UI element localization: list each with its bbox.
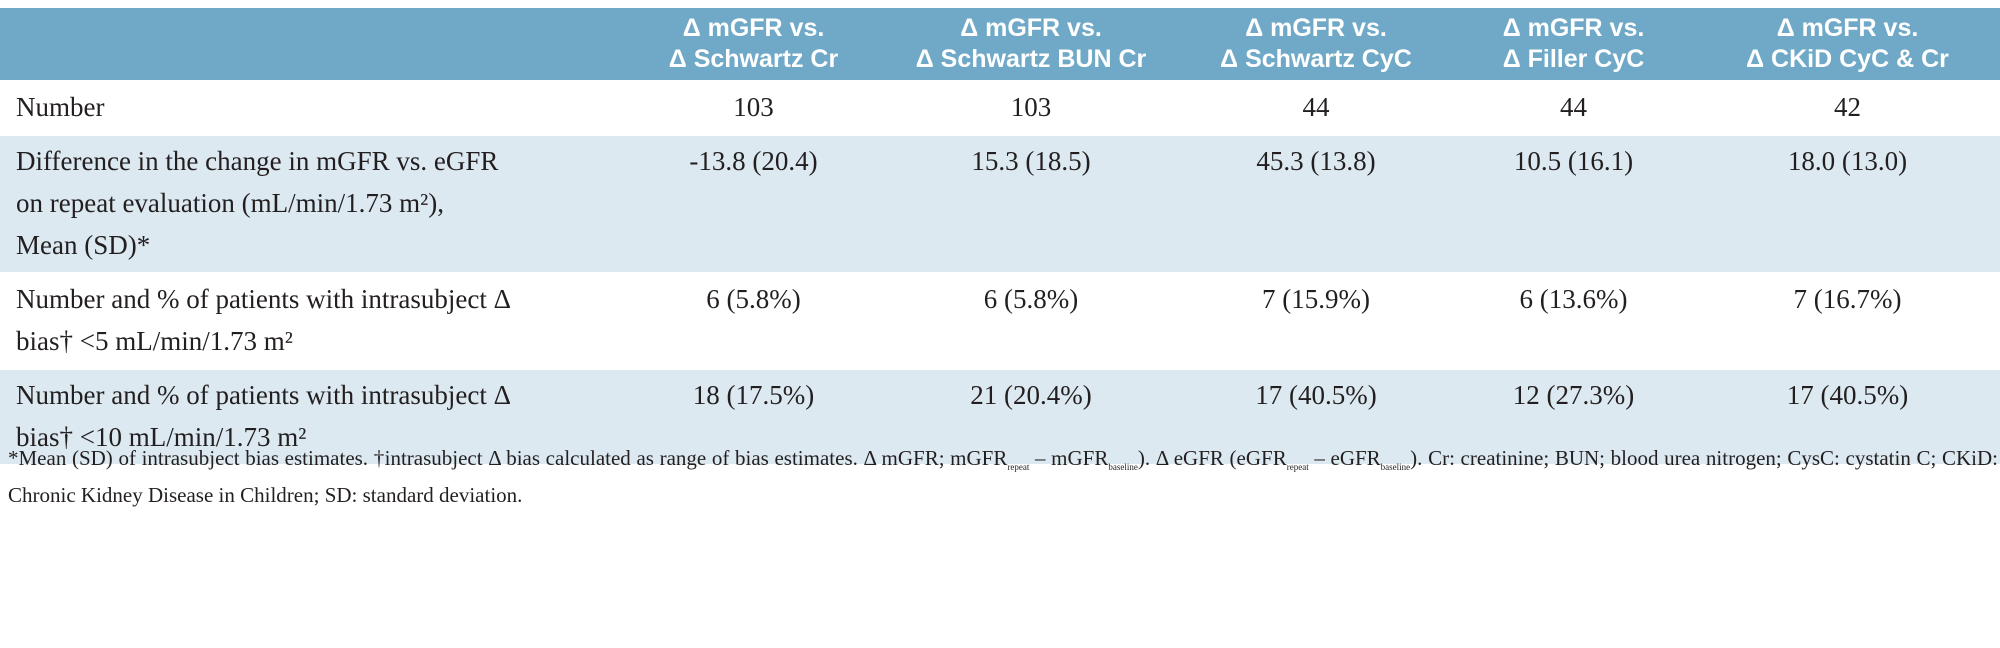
footnote-text: – eGFR bbox=[1308, 446, 1381, 470]
column-header: Δ mGFR vs. Δ CKiD CyC & Cr bbox=[1695, 8, 2000, 81]
cell: 18 (17.5%) bbox=[625, 368, 882, 464]
table-row: Number and % of patients with intrasubje… bbox=[0, 272, 2000, 369]
cell: -13.8 (20.4) bbox=[625, 134, 882, 273]
footnote-subscript: baseline bbox=[1380, 462, 1411, 473]
cell: 6 (5.8%) bbox=[882, 272, 1180, 369]
label-line: Mean (SD)* bbox=[16, 230, 151, 260]
row-label: Number and % of patients with intrasubje… bbox=[0, 368, 625, 464]
cell: 21 (20.4%) bbox=[882, 368, 1180, 464]
label-line: Number bbox=[16, 92, 105, 122]
row-label: Number and % of patients with intrasubje… bbox=[0, 272, 625, 369]
cell: 44 bbox=[1180, 80, 1452, 135]
table-row: Number and % of patients with intrasubje… bbox=[0, 368, 2000, 464]
cell: 12 (27.3%) bbox=[1452, 368, 1695, 464]
cell: 17 (40.5%) bbox=[1695, 368, 2000, 464]
column-header: Δ mGFR vs. Δ Schwartz CyC bbox=[1180, 8, 1452, 81]
label-line: on repeat evaluation (mL/min/1.73 m²), bbox=[16, 188, 444, 218]
row-label: Number bbox=[0, 80, 625, 135]
footnote-text: ). bbox=[1410, 446, 1423, 470]
label-line: bias† <5 mL/min/1.73 m² bbox=[16, 326, 293, 356]
footnote-subscript: repeat bbox=[1007, 462, 1030, 473]
header-line: Δ mGFR vs. bbox=[960, 14, 1102, 42]
header-row: Δ mGFR vs. Δ Schwartz Cr Δ mGFR vs. Δ Schwa… bbox=[0, 8, 2000, 81]
column-header: Δ mGFR vs. Δ Schwartz BUN Cr bbox=[882, 8, 1180, 81]
label-line: bias† <10 mL/min/1.73 m² bbox=[16, 422, 307, 452]
cell: 7 (16.7%) bbox=[1695, 272, 2000, 369]
column-header: Δ mGFR vs. Δ Schwartz Cr bbox=[625, 8, 882, 81]
table-row: Difference in the change in mGFR vs. eGF… bbox=[0, 134, 2000, 273]
header-line: Δ mGFR vs. bbox=[1245, 14, 1387, 42]
cell: 7 (15.9%) bbox=[1180, 272, 1452, 369]
cell: 45.3 (13.8) bbox=[1180, 134, 1452, 273]
header-line: Δ mGFR vs. bbox=[1502, 14, 1645, 42]
header-line: Δ Schwartz CyC bbox=[1220, 45, 1412, 73]
header-line: Δ mGFR vs. bbox=[682, 14, 825, 42]
label-line: Difference in the change in mGFR vs. eGF… bbox=[16, 146, 499, 176]
data-table: Δ mGFR vs. Δ Schwartz Cr Δ mGFR vs. Δ Schwa… bbox=[0, 8, 2000, 464]
header-line: Δ Schwartz Cr bbox=[668, 45, 839, 73]
column-header: Δ mGFR vs. Δ Filler CyC bbox=[1452, 8, 1695, 81]
footnote-subscript: repeat bbox=[1286, 462, 1309, 473]
cell: 15.3 (18.5) bbox=[882, 134, 1180, 273]
table-row: Number 103 103 44 44 42 bbox=[0, 80, 2000, 135]
cell: 17 (40.5%) bbox=[1180, 368, 1452, 464]
header-line: Δ Schwartz BUN Cr bbox=[915, 45, 1147, 73]
label-line: Number and % of patients with intrasubje… bbox=[16, 284, 511, 314]
cell: 103 bbox=[625, 80, 882, 135]
header-line: Δ CKiD CyC & Cr bbox=[1746, 45, 1949, 73]
cell: 18.0 (13.0) bbox=[1695, 134, 2000, 273]
header-cell bbox=[0, 8, 625, 81]
cell: 6 (13.6%) bbox=[1452, 272, 1695, 369]
footnote-subscript: baseline bbox=[1108, 462, 1138, 473]
row-label: Difference in the change in mGFR vs. eGF… bbox=[0, 134, 625, 273]
footnote-text: *Mean (SD) of intrasubject bias estimate… bbox=[8, 446, 1008, 470]
footnote-text: – mGFR bbox=[1029, 446, 1109, 470]
footnote: *Mean (SD) of intrasubject bias estimate… bbox=[8, 444, 1998, 509]
cell: 44 bbox=[1452, 80, 1695, 135]
cell: 103 bbox=[882, 80, 1180, 135]
label-line: Number and % of patients with intrasubje… bbox=[16, 380, 511, 410]
cell: 42 bbox=[1695, 80, 2000, 135]
header-line: Δ mGFR vs. bbox=[1776, 14, 1919, 42]
header-line: Δ Filler CyC bbox=[1502, 45, 1645, 73]
cell: 10.5 (16.1) bbox=[1452, 134, 1695, 273]
footnote-text: ). Δ eGFR (eGFR bbox=[1137, 446, 1287, 470]
footnote-text: Cr: creatinine; BUN; blood urea nitrogen… bbox=[8, 446, 1998, 508]
cell: 6 (5.8%) bbox=[625, 272, 882, 369]
